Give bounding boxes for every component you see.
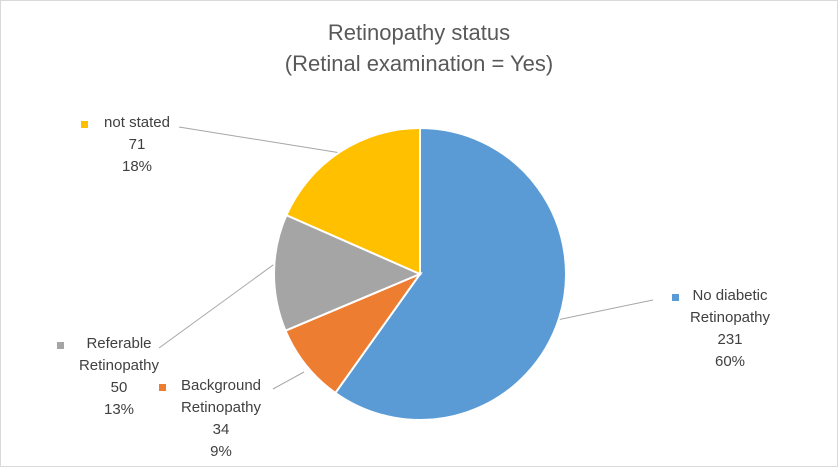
chart-title: Retinopathy status (Retinal examination …	[285, 20, 553, 76]
label-key-not-stated	[81, 121, 88, 128]
leader-lines	[158, 126, 654, 390]
leader-line-background-retinopathy	[272, 371, 305, 390]
leader-line-not-stated	[178, 126, 342, 154]
data-label-background-retinopathy: Background Retinopathy 34 9%	[181, 377, 262, 460]
data-label-not-stated: not stated 71 18%	[104, 114, 170, 175]
chart-title-line-1: Retinopathy status	[328, 20, 510, 45]
pie-slices	[273, 126, 567, 421]
data-labels: No diabetic Retinopathy 231 60% Background Re…	[57, 114, 771, 460]
pie-slice-not-stated	[285, 126, 421, 276]
data-label-no-diabetic-retinopathy: No diabetic Retinopathy 231 60%	[690, 287, 771, 370]
chart-title-line-2: (Retinal examination = Yes)	[285, 51, 553, 76]
pie-slice-no-diabetic-retinopathy	[333, 126, 567, 421]
leader-line-referable-retinopathy	[158, 251, 292, 349]
label-key-no-diabetic-retinopathy	[672, 294, 679, 301]
label-key-referable-retinopathy	[57, 342, 64, 349]
pie-slice-background-retinopathy	[284, 271, 423, 395]
data-label-referable-retinopathy: Referable Retinopathy 50 13%	[79, 335, 160, 418]
leader-line-no-diabetic-retinopathy	[556, 299, 654, 321]
pie-slice-referable-retinopathy	[273, 213, 423, 333]
label-key-background-retinopathy	[159, 384, 166, 391]
